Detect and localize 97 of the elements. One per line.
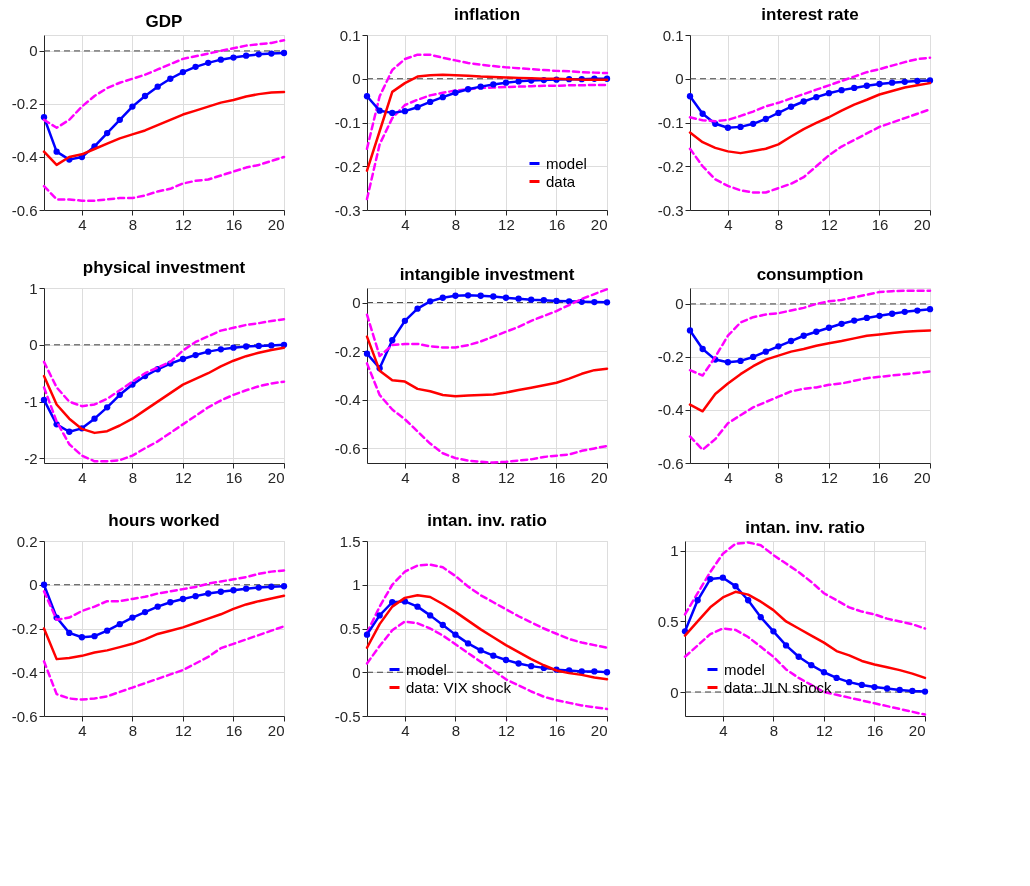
y-tick-label: -2 — [24, 449, 38, 467]
y-tick-label: -0.3 — [334, 201, 361, 219]
y-tick-label: 0 — [29, 336, 38, 354]
x-tick-label: 20 — [267, 468, 285, 486]
chart-title: consumption — [756, 265, 864, 284]
x-tick-label: 8 — [774, 215, 784, 233]
x-tick-label: 20 — [267, 721, 285, 739]
x-tick-label: 16 — [548, 215, 566, 233]
y-tick-label: -0.2 — [11, 620, 38, 637]
y-tick-label: 0.5 — [657, 612, 679, 630]
x-tick-label: 8 — [451, 468, 461, 486]
x-tick-label: 12 — [498, 215, 515, 233]
y-tick-label: 1.5 — [339, 532, 361, 550]
y-tick-label: 1 — [352, 576, 361, 594]
x-tick-label: 20 — [590, 215, 608, 233]
y-tick-label: -0.6 — [334, 439, 361, 457]
y-tick-label: -0.2 — [334, 342, 361, 360]
x-tick-label: 4 — [724, 468, 733, 486]
y-tick-label: -0.2 — [657, 348, 684, 366]
y-tick-label: -0.4 — [11, 148, 38, 166]
chart-title: physical investment — [82, 258, 246, 277]
x-tick-label: 20 — [913, 215, 931, 233]
x-tick-label: 12 — [175, 721, 192, 739]
x-tick-label: 20 — [908, 721, 926, 739]
x-tick-label: 4 — [78, 468, 87, 486]
x-tick-label: 16 — [225, 468, 243, 486]
legend-label: model — [724, 660, 765, 678]
y-tick-label: -0.6 — [657, 454, 684, 472]
legend-label: data — [546, 172, 576, 190]
chart-title: hours worked — [108, 511, 220, 530]
x-tick-label: 20 — [267, 215, 285, 233]
x-tick-label: 8 — [451, 215, 461, 233]
y-tick-label: -0.4 — [657, 401, 684, 419]
y-tick-label: -0.1 — [657, 114, 684, 131]
x-tick-label: 4 — [78, 215, 87, 233]
y-tick-label: 0 — [29, 576, 38, 594]
x-tick-label: 16 — [225, 215, 243, 233]
y-tick-label: -0.2 — [657, 157, 684, 175]
x-tick-label: 8 — [128, 468, 138, 486]
x-tick-label: 20 — [590, 721, 608, 739]
x-tick-label: 8 — [769, 721, 779, 739]
y-tick-label: -0.4 — [334, 391, 361, 409]
y-tick-label: 0.1 — [339, 26, 361, 44]
x-tick-label: 8 — [128, 215, 138, 233]
y-tick-label: -0.1 — [334, 114, 361, 131]
chart-title: intan. inv. ratio — [745, 518, 865, 537]
x-tick-label: 12 — [498, 721, 515, 739]
y-tick-label: 0.5 — [339, 620, 361, 637]
x-tick-label: 8 — [774, 468, 784, 486]
x-tick-label: 16 — [871, 215, 889, 233]
legend-label: data: VIX shock — [406, 678, 512, 696]
y-tick-label: 0 — [29, 42, 38, 60]
x-tick-label: 8 — [451, 721, 461, 739]
x-tick-label: 4 — [401, 215, 410, 233]
x-tick-label: 12 — [498, 468, 515, 486]
x-tick-label: 20 — [913, 468, 931, 486]
legend-label: model — [546, 154, 587, 172]
y-tick-label: 0.2 — [16, 532, 38, 550]
y-tick-label: 0.1 — [662, 26, 684, 44]
y-tick-label: -0.2 — [334, 157, 361, 175]
y-tick-label: 1 — [29, 279, 38, 297]
y-tick-label: 1 — [670, 542, 679, 560]
chart-title: interest rate — [761, 5, 859, 24]
x-tick-label: 4 — [401, 721, 410, 739]
x-tick-label: 4 — [78, 721, 87, 739]
x-tick-label: 16 — [548, 468, 566, 486]
y-tick-label: 0 — [675, 295, 684, 313]
y-tick-label: -0.6 — [11, 707, 38, 725]
y-tick-label: 0 — [670, 683, 679, 701]
y-tick-label: -0.4 — [11, 663, 38, 681]
y-tick-label: 0 — [352, 294, 361, 312]
chart-title: GDP — [145, 12, 183, 31]
chart-title: inflation — [453, 5, 521, 24]
y-tick-label: -1 — [24, 393, 38, 411]
x-tick-label: 16 — [548, 721, 566, 739]
x-tick-label: 8 — [128, 721, 138, 739]
x-tick-label: 12 — [816, 721, 833, 739]
y-tick-label: -0.5 — [334, 707, 361, 725]
x-tick-label: 4 — [719, 721, 728, 739]
chart-title: intan. inv. ratio — [427, 511, 547, 530]
y-tick-label: -0.2 — [11, 95, 38, 113]
x-tick-label: 16 — [866, 721, 884, 739]
y-tick-label: 0 — [352, 663, 361, 681]
y-tick-label: 0 — [352, 70, 361, 88]
x-tick-label: 12 — [821, 468, 838, 486]
y-tick-label: -0.6 — [11, 201, 38, 219]
chart-title: intangible investment — [399, 264, 575, 284]
y-tick-label: -0.3 — [657, 201, 684, 219]
x-tick-label: 20 — [590, 468, 608, 486]
y-tick-label: 0 — [675, 70, 684, 88]
x-tick-label: 16 — [871, 468, 889, 486]
x-tick-label: 4 — [401, 468, 410, 486]
x-tick-label: 4 — [724, 215, 733, 233]
x-tick-label: 12 — [175, 215, 192, 233]
x-tick-label: 12 — [821, 215, 838, 233]
x-tick-label: 16 — [225, 721, 243, 739]
x-tick-label: 12 — [175, 468, 192, 486]
